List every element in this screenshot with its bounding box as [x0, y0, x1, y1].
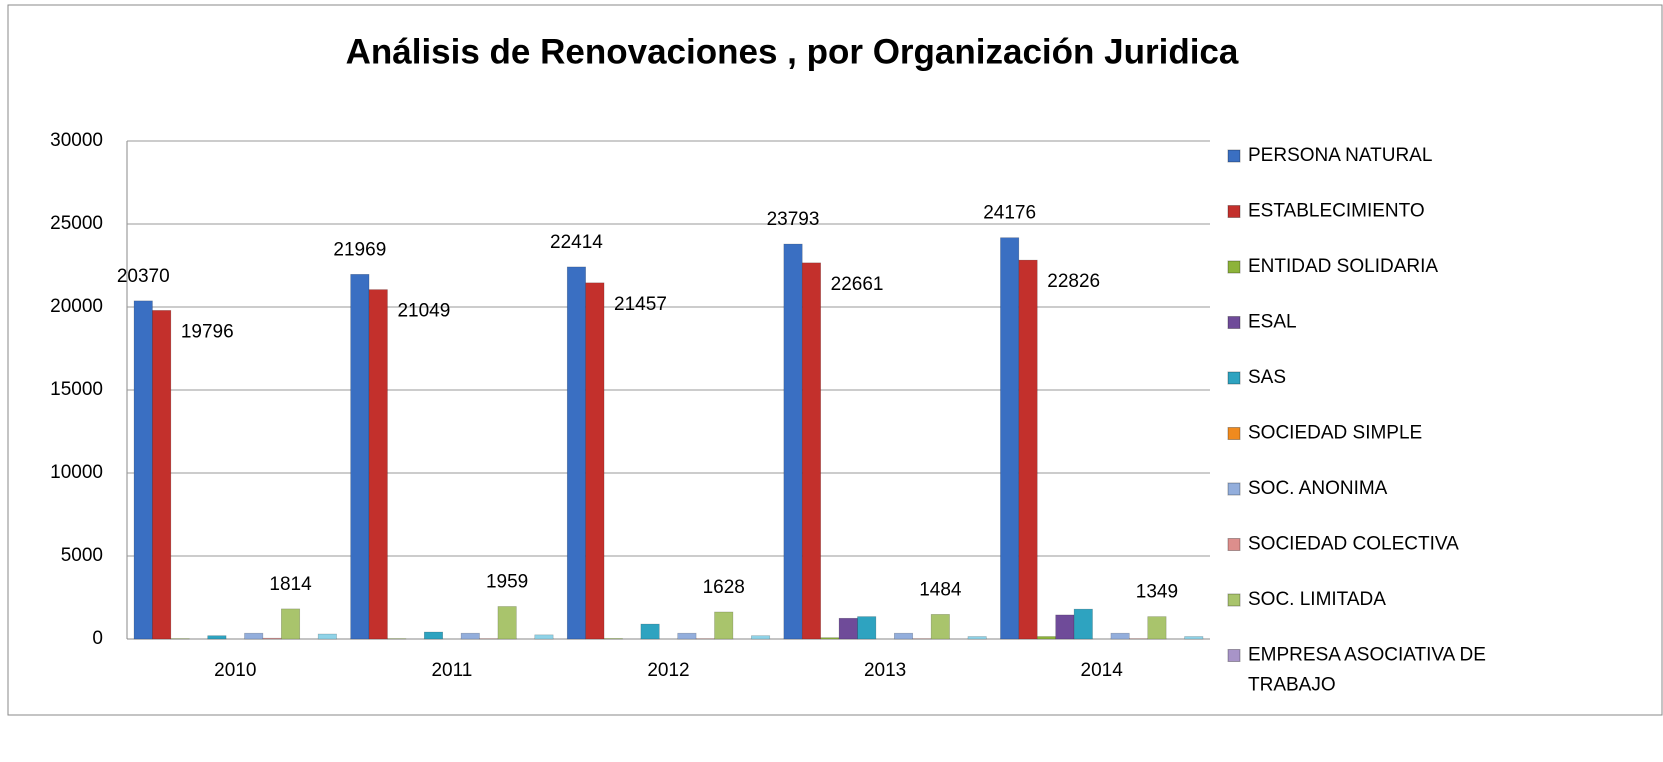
data-label: 21049: [397, 301, 450, 322]
data-label: 22661: [831, 274, 884, 295]
data-label: 24176: [983, 203, 1036, 224]
bar: [641, 624, 659, 639]
bar: [498, 606, 516, 639]
legend-label: SOC. LIMITADA: [1248, 589, 1386, 610]
data-label: 20370: [117, 266, 170, 287]
bar: [839, 618, 857, 639]
x-tick-label: 2010: [214, 660, 256, 681]
bar: [263, 638, 281, 639]
data-label: 19796: [181, 321, 234, 342]
x-tick-label: 2011: [431, 660, 472, 681]
bar: [751, 636, 769, 639]
bar: [586, 283, 604, 639]
bar: [821, 638, 839, 639]
legend-label: ESTABLECIMIENTO: [1248, 201, 1425, 222]
bar: [1148, 617, 1166, 639]
bar: [208, 636, 226, 639]
bar: [281, 609, 299, 639]
data-label: 1814: [269, 574, 312, 595]
bar: [857, 617, 875, 639]
y-tick-label: 25000: [50, 213, 103, 234]
y-tick-label: 20000: [50, 296, 103, 317]
data-label: 1349: [1136, 582, 1178, 603]
bar: [931, 614, 949, 639]
bar: [351, 274, 369, 639]
legend-label: ESAL: [1248, 312, 1297, 333]
bar: [968, 637, 986, 639]
legend-swatch: [1228, 206, 1240, 218]
bar: [567, 267, 585, 639]
bar: [1037, 637, 1055, 639]
data-label: 21969: [333, 239, 386, 260]
x-tick-label: 2014: [1081, 660, 1124, 681]
legend-swatch: [1228, 372, 1240, 384]
legend-label: PERSONA NATURAL: [1248, 145, 1432, 166]
chart-title: Análisis de Renovaciones , por Organizac…: [346, 32, 1239, 71]
data-label: 1959: [486, 571, 528, 592]
bar: [894, 633, 912, 639]
data-label: 22414: [550, 232, 603, 253]
legend-swatch: [1228, 428, 1240, 440]
y-tick-label: 15000: [50, 379, 103, 400]
data-label: 1628: [703, 577, 745, 598]
legend-swatch: [1228, 150, 1240, 162]
bar: [245, 633, 263, 639]
legend-swatch: [1228, 594, 1240, 606]
legend-swatch: [1228, 317, 1240, 329]
bar: [1000, 238, 1018, 639]
x-tick-label: 2012: [647, 660, 689, 681]
bar: [1111, 633, 1129, 639]
data-label: 23793: [767, 209, 820, 230]
bar: [369, 290, 387, 639]
bar: [1056, 615, 1074, 639]
x-tick-label: 2013: [864, 660, 906, 681]
bar: [461, 633, 479, 639]
legend-swatch: [1228, 261, 1240, 273]
legend-label: SOCIEDAD SIMPLE: [1248, 423, 1422, 444]
legend-swatch: [1228, 650, 1240, 662]
bar: [134, 301, 152, 639]
bar: [1019, 260, 1037, 639]
bar: [784, 244, 802, 639]
bar: [535, 635, 553, 639]
data-label: 22826: [1047, 271, 1100, 292]
bar: [1185, 637, 1203, 639]
data-label: 1484: [919, 579, 962, 600]
y-tick-label: 10000: [50, 462, 103, 483]
bar: [715, 612, 733, 639]
bar: [802, 263, 820, 639]
bar: [152, 310, 170, 639]
y-tick-label: 5000: [61, 545, 103, 566]
data-label: 21457: [614, 294, 667, 315]
bar: [678, 633, 696, 639]
legend-label: SOCIEDAD COLECTIVA: [1248, 534, 1459, 555]
bar: [424, 632, 442, 639]
legend-label: ENTIDAD SOLIDARIA: [1248, 256, 1438, 277]
legend-swatch: [1228, 539, 1240, 551]
legend-label: SAS: [1248, 367, 1286, 388]
legend-swatch: [1228, 483, 1240, 495]
bar: [1074, 609, 1092, 639]
chart-border: [8, 5, 1662, 715]
bar: [318, 634, 336, 639]
y-tick-label: 30000: [50, 130, 103, 151]
legend-label: SOC. ANONIMA: [1248, 478, 1388, 499]
y-tick-label: 0: [92, 628, 103, 649]
